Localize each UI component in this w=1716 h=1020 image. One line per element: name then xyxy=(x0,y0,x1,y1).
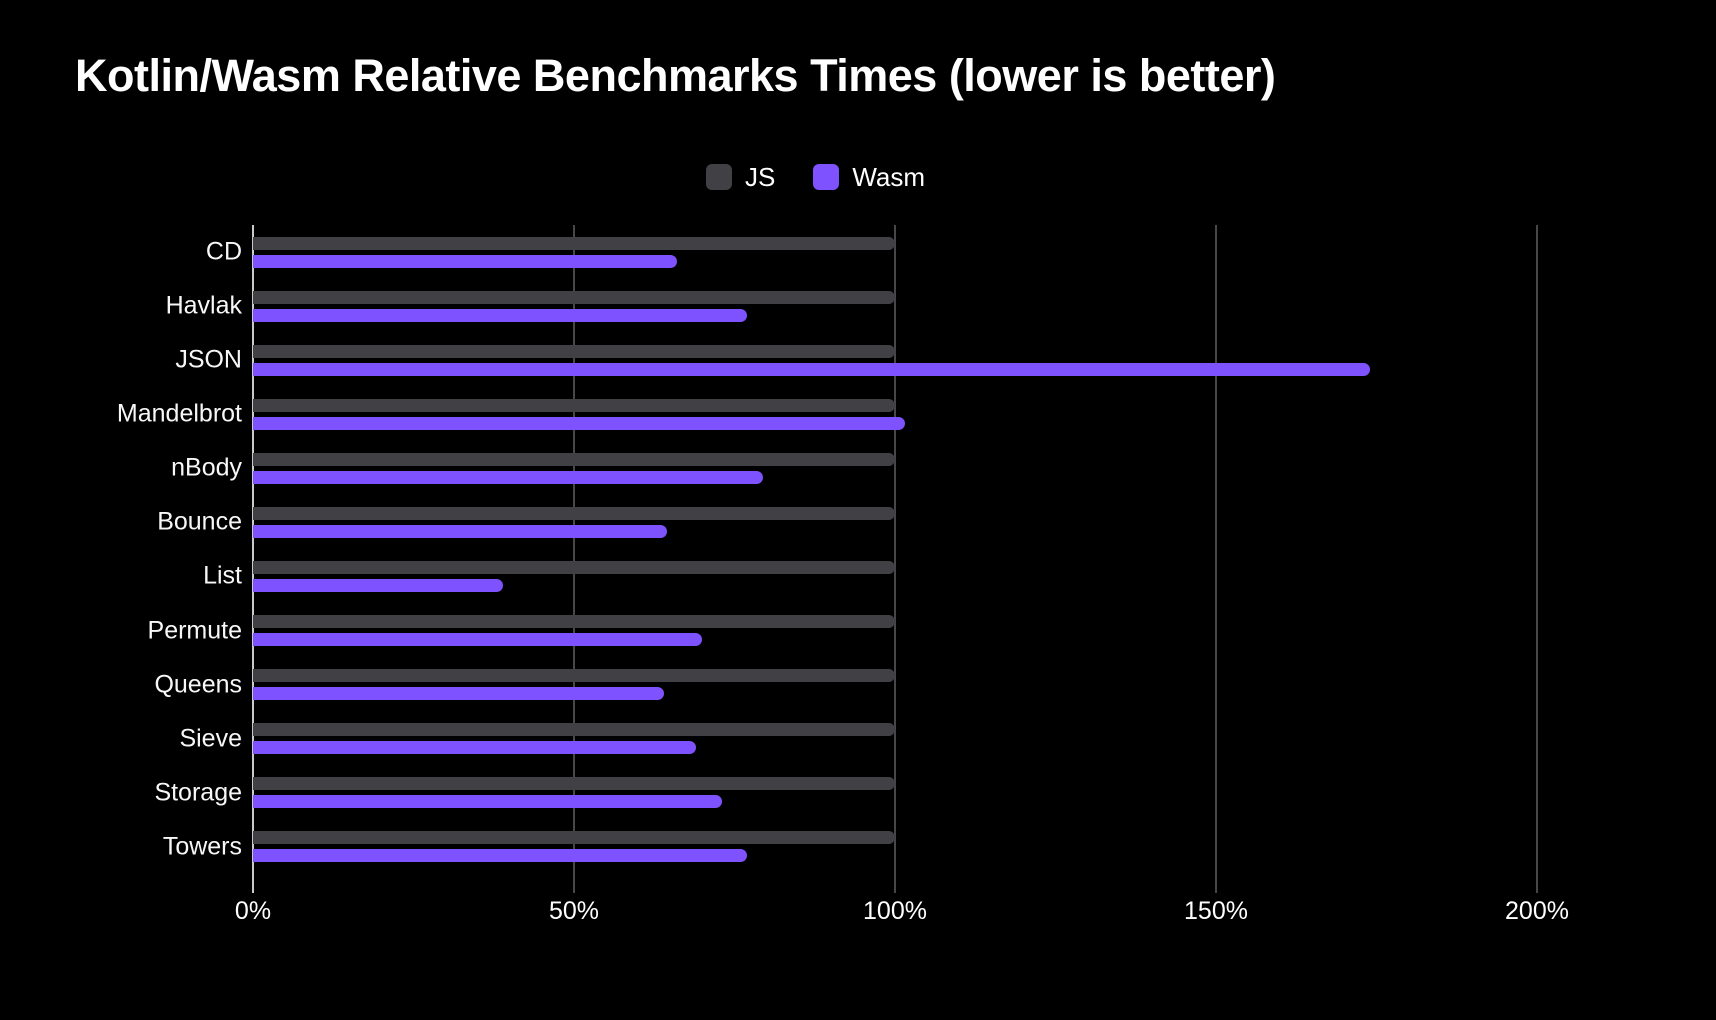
chart-row: JSON xyxy=(175,344,1537,376)
category-label: CD xyxy=(205,237,242,266)
wasm-bar-nbody xyxy=(253,470,764,484)
wasm-bar-storage xyxy=(253,795,722,809)
js-bar-json xyxy=(253,344,895,358)
js-bar-nbody xyxy=(253,452,895,466)
gridline-200 xyxy=(1536,225,1538,893)
wasm-bar-bounce xyxy=(253,524,668,538)
wasm-legend-swatch xyxy=(813,164,840,190)
js-bar-storage xyxy=(253,777,895,791)
chart-row: Mandelbrot xyxy=(117,398,1537,430)
wasm-bar-sieve xyxy=(253,741,696,755)
js-bar-sieve xyxy=(253,723,895,737)
js-bar-towers xyxy=(253,831,895,845)
category-label: Queens xyxy=(154,670,242,699)
y-axis-line xyxy=(252,225,254,893)
chart-row: Sieve xyxy=(179,723,1537,755)
chart-row: Towers xyxy=(163,831,1537,863)
js-bar-permute xyxy=(253,615,895,629)
legend-label: JS xyxy=(745,162,776,192)
wasm-bar-havlak xyxy=(253,308,748,322)
chart-row: Permute xyxy=(148,615,1537,647)
js-bar-queens xyxy=(253,669,895,683)
js-legend-swatch xyxy=(706,164,732,190)
category-label: Sieve xyxy=(179,724,242,753)
chart-row: Queens xyxy=(154,669,1537,701)
plot-area: 0% 50% 100% 150% 200% CD Havlak JSON Mandelbrot n… xyxy=(117,225,1569,924)
category-label: JSON xyxy=(175,345,242,374)
js-bar-list xyxy=(253,560,895,574)
wasm-bar-cd xyxy=(253,254,677,268)
category-label: Mandelbrot xyxy=(116,399,242,428)
legend-label: Wasm xyxy=(852,162,926,192)
legend-item-wasm[interactable]: Wasm xyxy=(813,164,925,190)
legend-item-js[interactable]: JS xyxy=(706,164,775,190)
chart-row: CD xyxy=(206,236,1537,268)
chart-row: Storage xyxy=(154,777,1537,809)
gridline-150 xyxy=(1215,225,1217,893)
category-label: Towers xyxy=(162,832,242,861)
x-tick-label: 50% xyxy=(548,897,600,925)
category-label: Havlak xyxy=(165,291,242,320)
wasm-bar-towers xyxy=(253,849,748,863)
x-tick-label: 0% xyxy=(234,897,272,925)
js-bar-cd xyxy=(253,236,895,250)
wasm-bar-mandelbrot xyxy=(253,416,905,430)
category-label: Bounce xyxy=(157,507,242,536)
category-label: Permute xyxy=(147,616,242,645)
x-tick-label: 200% xyxy=(1505,897,1569,925)
chart-title: Kotlin/Wasm Relative Benchmarks Times (l… xyxy=(75,50,1276,101)
wasm-bar-list xyxy=(253,578,504,592)
category-label: nBody xyxy=(171,453,242,482)
js-bar-mandelbrot xyxy=(253,398,895,412)
chart-row: nBody xyxy=(171,452,1537,484)
gridline-50 xyxy=(573,225,575,893)
x-tick-label: 100% xyxy=(863,897,927,925)
js-bar-havlak xyxy=(253,290,895,304)
chart-row: List xyxy=(203,560,1537,592)
wasm-bar-json xyxy=(253,362,1371,376)
wasm-bar-permute xyxy=(253,633,703,647)
x-tick-label: 150% xyxy=(1184,897,1248,925)
gridline-100 xyxy=(894,225,896,893)
chart-legend: JS Wasm xyxy=(706,164,925,190)
js-bar-bounce xyxy=(253,506,895,520)
chart-row: Havlak xyxy=(166,290,1537,322)
wasm-bar-queens xyxy=(253,687,664,701)
category-label: List xyxy=(203,561,242,590)
chart-row: Bounce xyxy=(157,506,1537,538)
category-label: Storage xyxy=(154,778,242,807)
